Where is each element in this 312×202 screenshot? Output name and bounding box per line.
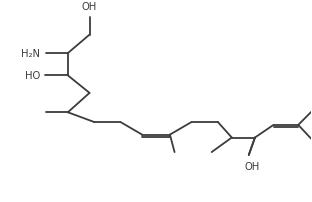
Text: HO: HO xyxy=(25,71,40,81)
Text: OH: OH xyxy=(82,2,97,12)
Text: H₂N: H₂N xyxy=(21,49,40,59)
Text: OH: OH xyxy=(244,161,260,171)
